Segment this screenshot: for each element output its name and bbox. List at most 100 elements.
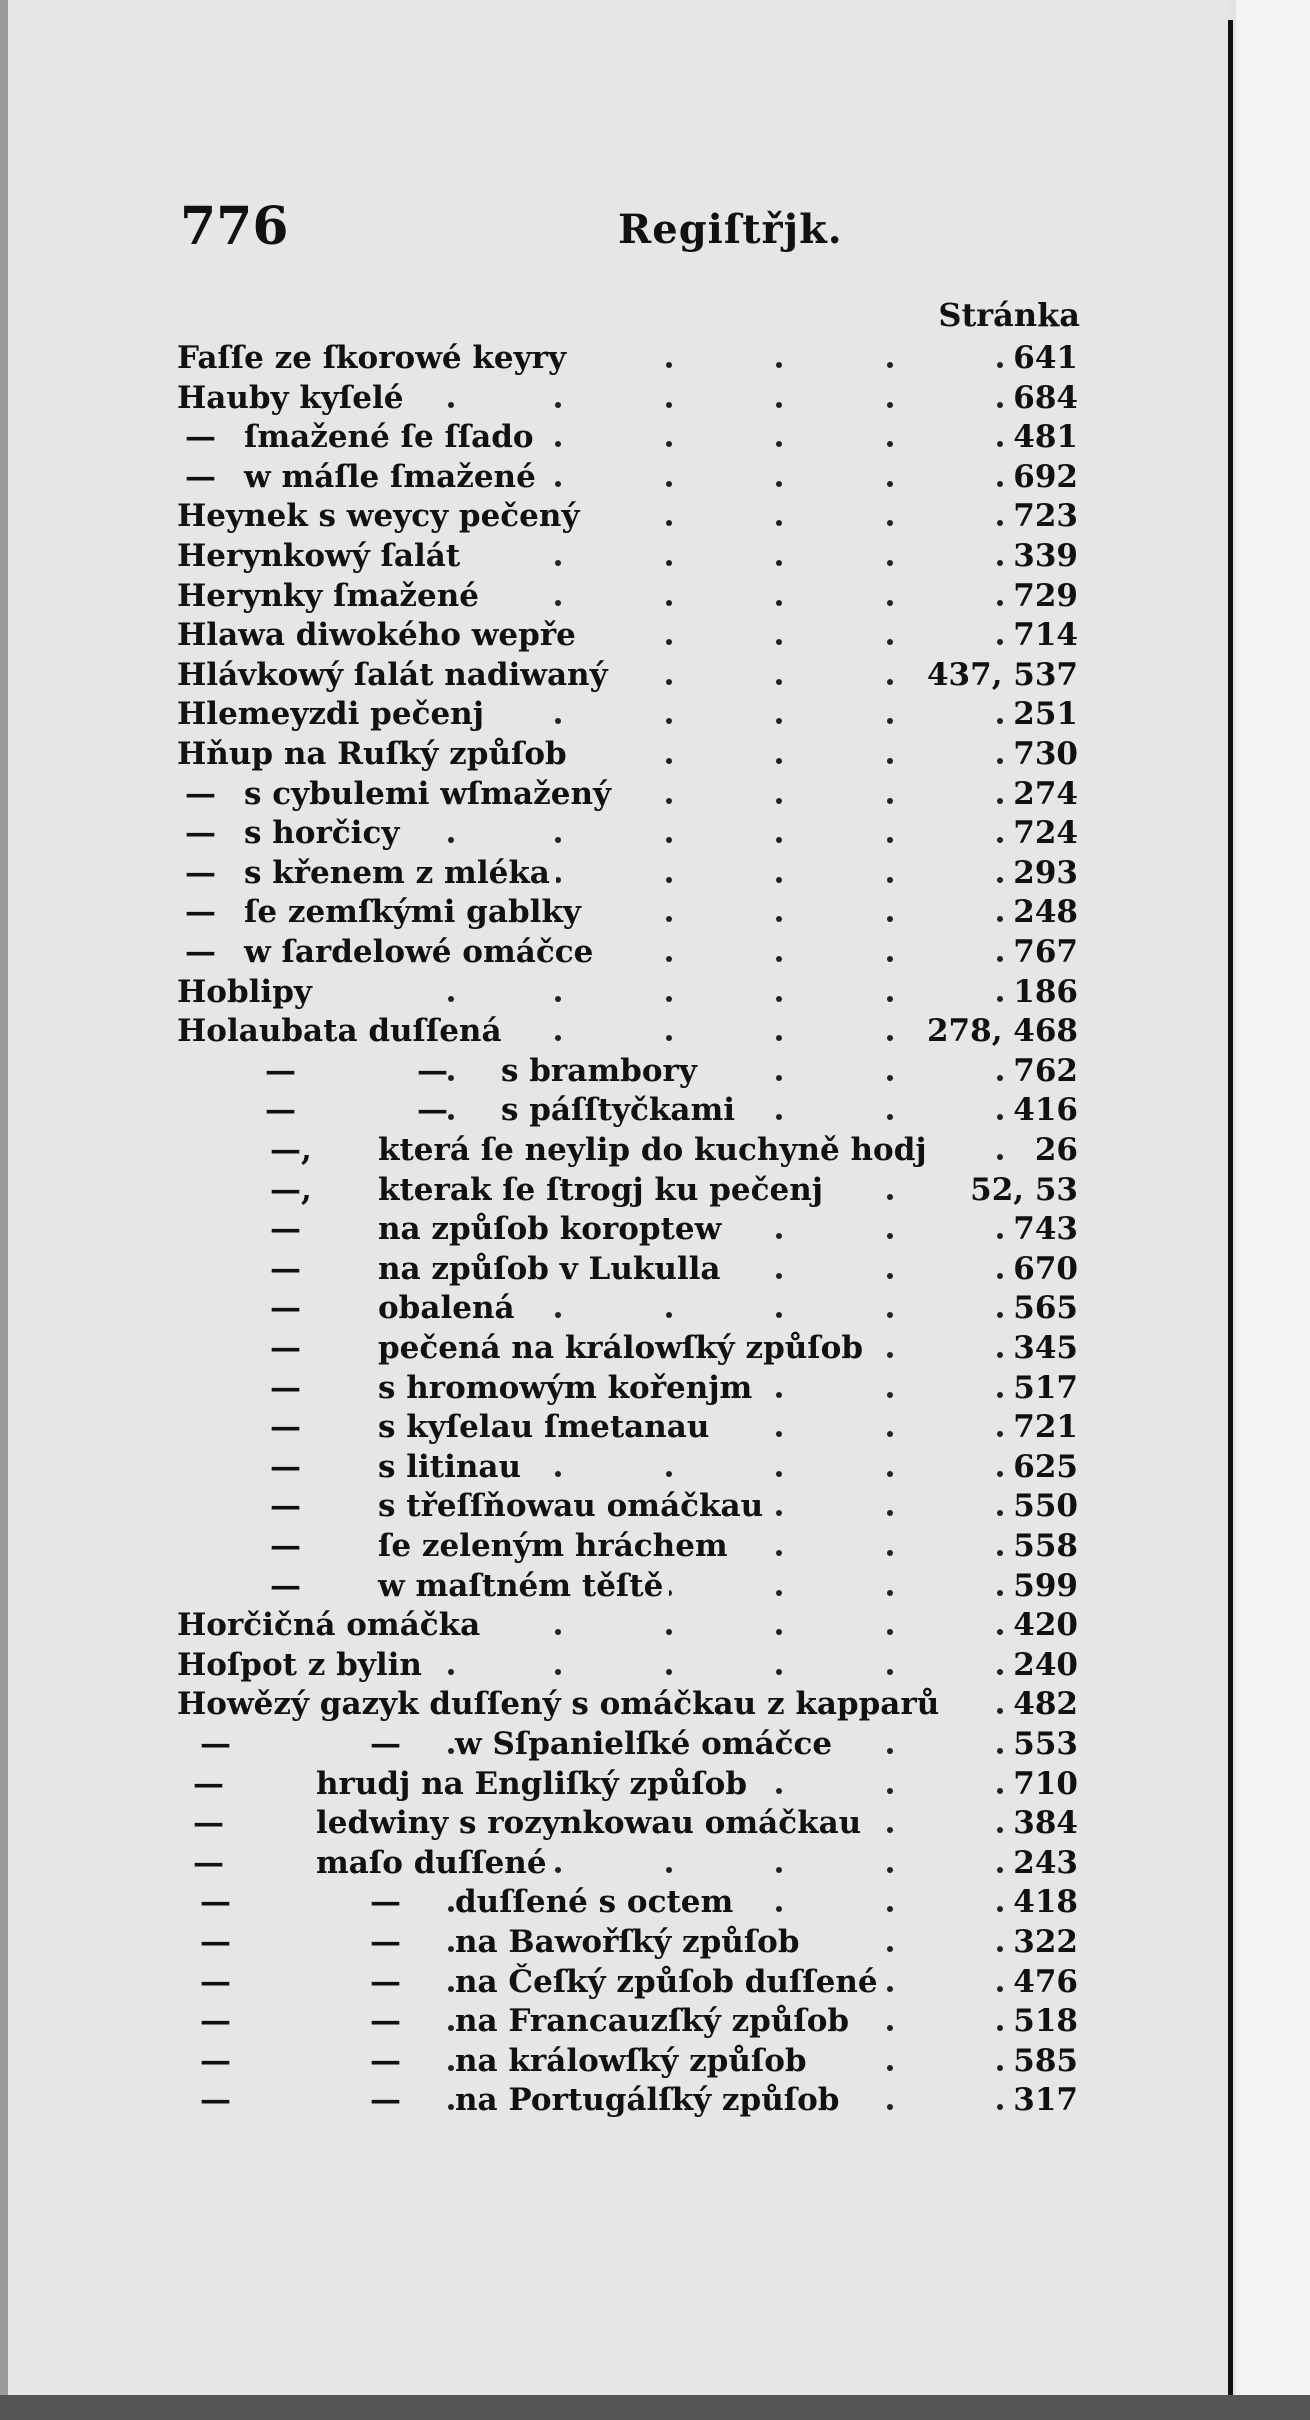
- index-entry: — — w Sſpanielſké omáčce 553: [8, 1724, 1230, 1764]
- leader-dot: [997, 401, 1003, 408]
- leader-dot: [666, 362, 672, 368]
- ditto-dash: —: [200, 1924, 231, 1960]
- index-entry: — ledwiny s rozynkowau omáčkau 384: [8, 1803, 1230, 1844]
- leader-dot: [887, 1510, 893, 1517]
- leader-dot: [887, 441, 893, 448]
- entry-text: obalená: [378, 1288, 521, 1329]
- entry-text: Hauby kyſelé: [177, 377, 410, 418]
- leader-dot: [997, 1233, 1003, 1240]
- leader-dot: [666, 837, 672, 844]
- entry-page-numbers: 762: [1007, 1050, 1078, 1091]
- leader-dot: [997, 639, 1003, 646]
- leader-dot: [887, 2064, 893, 2071]
- leader-dot: [776, 480, 782, 487]
- leader-dot: [666, 876, 672, 883]
- leader-dot: [776, 1906, 782, 1913]
- leader-dot: [887, 1827, 893, 1834]
- leader-dot: [997, 1114, 1003, 1121]
- index-entry: — s hromowým kořenjm 517: [8, 1367, 1230, 1408]
- ditto-dash: —: [185, 419, 216, 456]
- leader-dot: [776, 520, 782, 527]
- leader-dot: [555, 599, 561, 606]
- leader-dot: [555, 876, 561, 883]
- entry-text: hrudj na Engliſký způſob: [316, 1763, 754, 1804]
- ditto-dash: —: [270, 1409, 301, 1446]
- leader-dot: [776, 1787, 782, 1794]
- leader-dot: [555, 480, 561, 487]
- book-page: 776 Regiſtřjk. Stránka Faſſe ze ſkorowé …: [8, 0, 1230, 2395]
- ditto-dash: —: [185, 458, 216, 495]
- leader-dot: [887, 1035, 893, 1042]
- leader-dot: [448, 1906, 454, 1913]
- entry-text: Herynkowý ſalát: [177, 536, 467, 576]
- index-entry: — w ſardelowé omáčce 767: [8, 932, 1230, 972]
- entry-page-numbers: 278, 468: [920, 1011, 1078, 1052]
- leader-dot: [666, 1629, 672, 1636]
- ditto-dash: —: [270, 1330, 301, 1366]
- ditto-dash: —: [200, 1726, 231, 1762]
- leader-dot: [776, 1074, 782, 1081]
- entry-text: Hlawa diwokého wepře: [177, 615, 582, 656]
- index-entry: Hňup na Ruſký způſob 730: [8, 734, 1230, 774]
- index-entry: — na způſob v Lukulla 670: [8, 1248, 1230, 1289]
- entry-page-numbers: 625: [1007, 1446, 1078, 1487]
- leader-dot: [448, 1074, 454, 1081]
- leader-dot: [776, 995, 782, 1002]
- entry-page-numbers: 743: [1007, 1209, 1078, 1250]
- leader-dot: [997, 758, 1003, 764]
- leader-dot: [666, 1035, 672, 1042]
- index-entry: Herynky ſmažené 729: [8, 575, 1230, 616]
- entry-page-numbers: 565: [1007, 1288, 1078, 1329]
- ditto-dash: —: [270, 1369, 301, 1406]
- leader-dot: [887, 797, 893, 804]
- entry-page-numbers: 714: [1007, 615, 1078, 656]
- index-entry: — — na Francauzſký způſob 518: [8, 2001, 1230, 2042]
- entry-text: na Francauzſký způſob: [455, 2001, 856, 2042]
- leader-dot: [997, 1154, 1003, 1160]
- ditto-dash: —: [270, 1448, 301, 1485]
- leader-dot: [887, 480, 893, 487]
- leader-dot: [997, 1708, 1003, 1715]
- ditto-dash: —: [270, 1567, 301, 1604]
- leader-dot: [776, 560, 782, 566]
- leader-dot: [997, 1431, 1003, 1438]
- leader-dot: [666, 560, 672, 566]
- index-entry: — — na Portugálſký způſob 317: [8, 2080, 1230, 2121]
- leader-dot: [887, 837, 893, 844]
- index-entry: — s třeſſňowau omáčkau 550: [8, 1486, 1230, 1527]
- entry-text: Faſſe ze ſkorowé keyry: [177, 338, 572, 378]
- index-entry: — ſe zemſkými gablky 248: [8, 892, 1230, 933]
- leader-dot: [997, 1906, 1003, 1913]
- leader-dot: [887, 1748, 893, 1754]
- leader-dot: [997, 1391, 1003, 1398]
- leader-dot: [887, 1906, 893, 1913]
- entry-text: s páſſtyčkami: [501, 1090, 742, 1131]
- entry-text: Hňup na Ruſký způſob: [177, 734, 573, 774]
- entry-page-numbers: 52, 53: [964, 1169, 1078, 1210]
- leader-dot: [997, 1985, 1003, 1992]
- index-entry: Heynek s weycy pečený 723: [8, 496, 1230, 537]
- index-entry: — — na Čeſký způſob duſſené 476: [8, 1961, 1230, 2002]
- entry-text: Holaubata duſſená: [177, 1011, 508, 1052]
- leader-dot: [997, 1946, 1003, 1952]
- leader-dot: [776, 1233, 782, 1240]
- leader-dot: [887, 1233, 893, 1240]
- leader-dot: [666, 956, 672, 962]
- index-entry: Hoblipy 186: [8, 971, 1230, 1012]
- leader-dot: [776, 401, 782, 408]
- entry-text: na Portugálſký způſob: [455, 2080, 846, 2121]
- leader-dot: [555, 560, 561, 566]
- leader-dot: [997, 599, 1003, 606]
- page-edge-left: [0, 0, 8, 2420]
- leader-dot: [887, 1312, 893, 1319]
- entry-text: w ſardelowé omáčce: [244, 932, 600, 972]
- leader-dot: [776, 876, 782, 883]
- entry-page-numbers: 684: [1007, 377, 1078, 418]
- index-entry: Howězý gazyk duſſený s omáčkau z kapparů…: [8, 1684, 1230, 1725]
- leader-dot: [448, 995, 454, 1002]
- index-entry: — w maſtném těſtě 599: [8, 1565, 1230, 1606]
- leader-dot: [997, 1866, 1003, 1873]
- leader-dot: [776, 956, 782, 962]
- leader-dot: [448, 2025, 454, 2032]
- leader-dot: [887, 1431, 893, 1438]
